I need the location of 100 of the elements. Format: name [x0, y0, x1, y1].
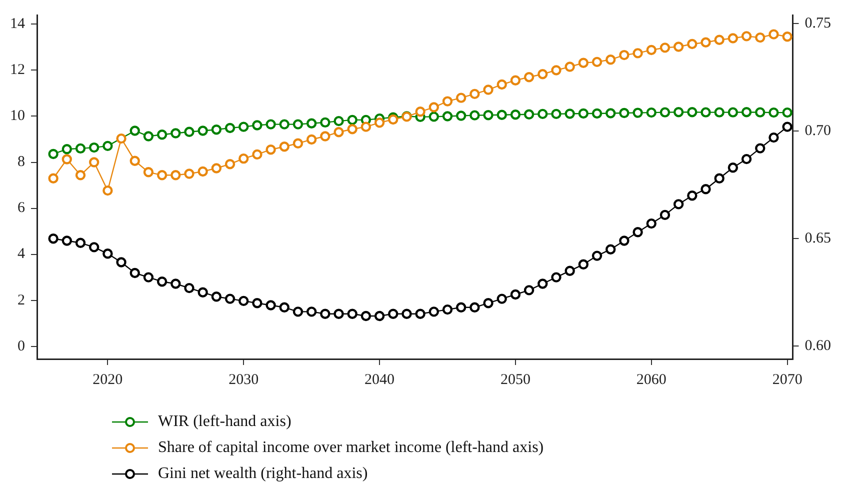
point: [266, 119, 276, 130]
point: [428, 112, 440, 122]
point: [224, 122, 236, 134]
point: [510, 289, 521, 300]
point: [578, 259, 589, 270]
x-tick-label: 2060: [636, 372, 666, 388]
point: [156, 276, 168, 287]
point: [755, 107, 766, 118]
point: [768, 107, 779, 118]
y-tick-label: 14: [10, 16, 26, 32]
point: [170, 278, 181, 289]
point: [292, 138, 304, 148]
point: [184, 168, 194, 179]
y-tick-label: 10: [10, 108, 25, 124]
point: [646, 107, 656, 118]
point: [360, 122, 372, 132]
point: [442, 96, 453, 106]
point: [496, 79, 507, 90]
point: [88, 242, 100, 252]
point: [564, 266, 575, 276]
point: [279, 119, 290, 130]
point: [130, 156, 140, 166]
point: [388, 308, 398, 319]
point: [646, 44, 656, 56]
point: [456, 302, 466, 312]
point: [252, 120, 262, 130]
point: [143, 167, 154, 178]
point: [782, 122, 792, 132]
point: [75, 238, 86, 248]
point: [292, 306, 304, 317]
point: [334, 116, 344, 126]
point: [374, 118, 385, 128]
y-tick-label: 6: [18, 200, 26, 216]
point: [606, 244, 616, 254]
point: [660, 42, 670, 53]
point: [211, 292, 222, 302]
point: [687, 107, 698, 118]
legend-label: Share of capital income over market income (left-hand axis): [158, 439, 544, 457]
point: [198, 287, 208, 298]
point: [224, 159, 236, 170]
point: [48, 148, 58, 160]
point: [510, 110, 521, 120]
point: [755, 32, 766, 43]
point: [660, 107, 670, 118]
point: [538, 278, 548, 289]
point: [62, 236, 72, 246]
x-tick-label: 2030: [228, 372, 259, 388]
point: [551, 108, 562, 120]
point: [402, 308, 412, 319]
point: [768, 29, 779, 40]
point: [388, 114, 398, 125]
point: [143, 272, 154, 282]
point: [592, 108, 602, 119]
y-tick-label: 8: [18, 154, 25, 170]
point: [714, 173, 724, 184]
point: [62, 144, 72, 154]
point: [415, 308, 426, 319]
point: [687, 38, 698, 50]
point: [184, 282, 194, 294]
point: [741, 31, 752, 42]
point: [470, 302, 480, 312]
point: [524, 285, 534, 296]
point: [768, 132, 779, 143]
point: [714, 107, 724, 118]
point: [687, 190, 698, 201]
point: [102, 185, 113, 196]
point: [578, 108, 589, 119]
point: [252, 298, 262, 308]
point: [619, 236, 630, 246]
point: [320, 117, 330, 128]
point: [606, 54, 616, 65]
point: [156, 170, 168, 180]
point: [198, 166, 208, 177]
point: [334, 127, 344, 138]
point: [564, 62, 575, 72]
point: [483, 84, 494, 95]
y-tick-label: 12: [10, 62, 25, 78]
y2-tick-label: 0.70: [804, 123, 831, 140]
point: [714, 34, 724, 45]
point: [538, 69, 548, 80]
point: [48, 173, 58, 184]
point: [130, 268, 140, 278]
point: [102, 140, 113, 152]
point: [470, 110, 480, 120]
point: [524, 109, 534, 120]
point: [184, 126, 194, 137]
point: [496, 294, 507, 304]
point: [116, 133, 126, 144]
point: [320, 131, 330, 142]
point: [347, 308, 358, 319]
y-tick-label: 4: [18, 246, 26, 262]
point: [266, 144, 276, 155]
point: [660, 210, 670, 220]
point: [238, 122, 249, 132]
point: [415, 106, 426, 117]
point: [646, 218, 656, 229]
point: [116, 257, 126, 268]
point: [510, 75, 521, 86]
point: [238, 296, 249, 306]
point: [700, 37, 711, 48]
